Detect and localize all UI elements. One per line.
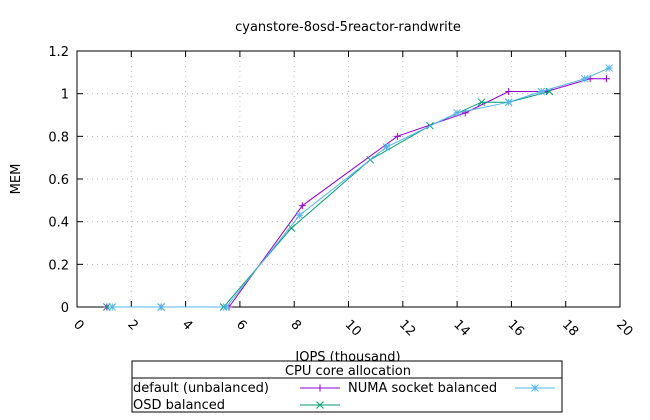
legend: CPU core allocation default (unbalanced)… [131, 360, 563, 413]
x-tick-label: 8 [287, 317, 303, 333]
series-line [112, 67, 610, 308]
series-2 [108, 64, 613, 311]
x-tick-label: 20 [613, 317, 635, 339]
y-tick-label: 0.4 [48, 216, 69, 231]
legend-marker [316, 401, 324, 409]
series-0 [103, 75, 610, 311]
series-line [106, 78, 607, 308]
y-tick-label: 0 [61, 301, 69, 316]
data-point [453, 109, 461, 117]
plot-border [76, 50, 621, 308]
data-point [222, 303, 231, 311]
y-tick-label: 0.6 [48, 173, 69, 188]
x-tick-label: 6 [233, 317, 249, 333]
y-axis-label: MEM [9, 164, 24, 195]
data-point [545, 87, 554, 96]
data-point [605, 64, 613, 72]
x-tick-label: 18 [559, 317, 581, 339]
legend-label-default: default (unbalanced) [133, 381, 269, 396]
x-tick-label: 2 [124, 317, 140, 333]
data-point [157, 303, 166, 311]
series-line [106, 91, 550, 308]
data-point [580, 74, 589, 83]
series-1 [103, 87, 554, 311]
y-tick-label: 1.2 [48, 45, 69, 60]
y-tick-label: 0.8 [48, 130, 69, 145]
x-tick-label: 4 [179, 317, 195, 333]
y-tick-label: 0.2 [48, 258, 69, 273]
legend-label-osd: OSD balanced [133, 398, 225, 413]
data-point [287, 224, 296, 232]
legend-marker [531, 384, 539, 392]
x-tick-label: 0 [70, 317, 86, 333]
data-point [382, 143, 391, 151]
chart-title: cyanstore-8osd-5reactor-randwrite [235, 20, 461, 35]
data-point [295, 211, 304, 220]
legend-label-numa: NUMA socket balanced [348, 381, 497, 396]
legend-title: CPU core allocation [285, 364, 411, 379]
x-tick-label: 16 [505, 317, 527, 339]
x-tick-label: 12 [396, 317, 418, 339]
data-point [537, 87, 546, 96]
y-tick-label: 1 [61, 88, 69, 103]
data-point [477, 98, 486, 107]
data-point [504, 98, 513, 107]
x-tick-label: 14 [450, 317, 472, 339]
data-point [108, 303, 117, 311]
data-point [103, 303, 111, 311]
x-tick-label: 10 [342, 317, 364, 339]
